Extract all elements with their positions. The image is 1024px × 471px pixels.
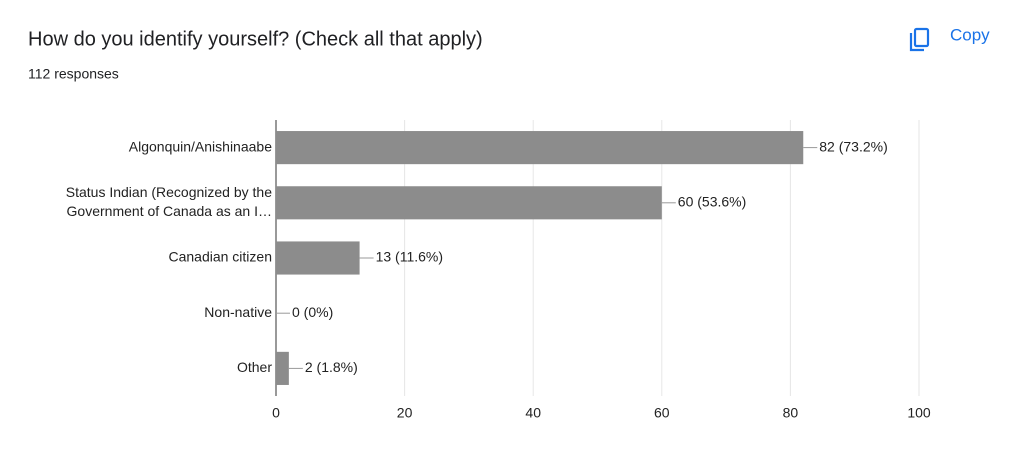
x-tick-label: 100 — [907, 405, 931, 421]
chart-title: How do you identify yourself? (Check all… — [28, 28, 483, 50]
value-label: 2 (1.8%) — [305, 359, 358, 375]
x-tick-label: 60 — [654, 405, 670, 421]
bar — [276, 131, 804, 165]
value-label: 0 (0%) — [292, 304, 333, 320]
y-tick-label: Other — [237, 359, 272, 375]
value-label: 13 (11.6%) — [376, 249, 443, 265]
y-tick-label: Government of Canada as an I… — [67, 203, 272, 219]
value-label: 82 (73.2%) — [819, 138, 887, 154]
response-count: 112 responses — [28, 66, 119, 82]
y-tick-label: Status Indian (Recognized by the — [66, 184, 272, 200]
x-tick-label: 80 — [783, 405, 799, 421]
bar — [276, 241, 360, 275]
x-tick-label: 20 — [397, 405, 413, 421]
y-tick-label: Algonquin/Anishinaabe — [129, 138, 272, 154]
copy-button[interactable]: Copy — [950, 25, 990, 44]
x-tick-label: 40 — [525, 405, 541, 421]
bar — [276, 351, 289, 385]
y-tick-label: Canadian citizen — [168, 249, 272, 265]
value-label: 60 (53.6%) — [678, 194, 746, 210]
x-tick-label: 0 — [272, 405, 280, 421]
copy-icon[interactable] — [909, 27, 930, 52]
bar — [276, 186, 662, 220]
y-tick-label: Non-native — [204, 304, 272, 320]
